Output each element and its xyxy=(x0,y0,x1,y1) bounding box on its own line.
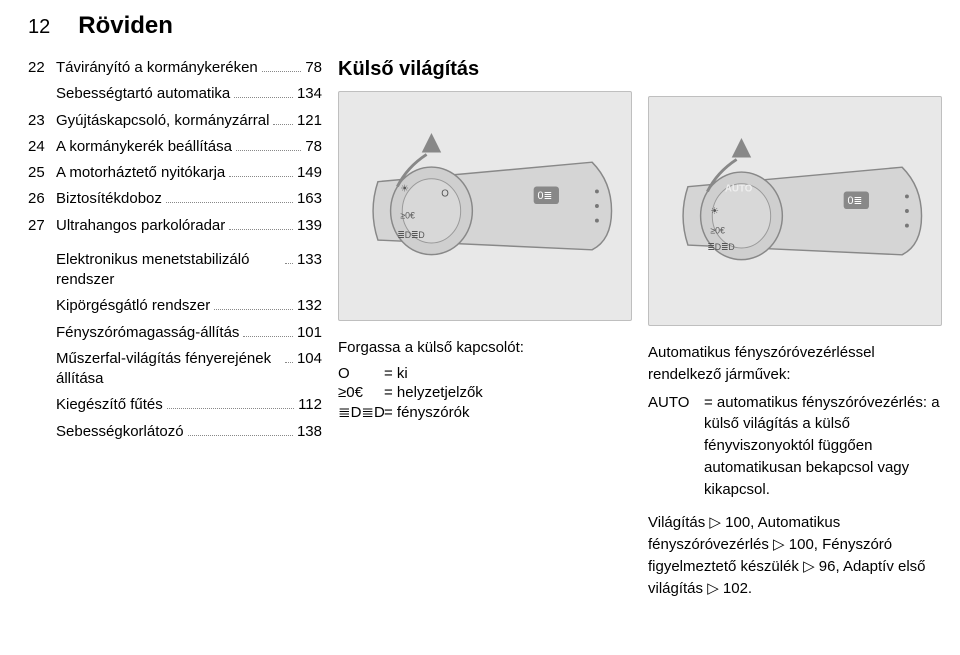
toc-label: Fényszórómagasság-állítás xyxy=(56,323,239,343)
toc-label: A kormánykerék beállítása xyxy=(56,137,232,157)
section-title: Külső világítás xyxy=(338,58,632,81)
toc-label: Sebességkorlátozó xyxy=(56,422,184,442)
toc-page: 133 xyxy=(297,251,322,268)
toc-page: 134 xyxy=(297,85,322,102)
toc-num: 25 xyxy=(28,164,56,181)
page: 12 Röviden 22 Távirányító a kormánykerék… xyxy=(0,0,960,655)
toc-row: Műszerfal-világítás fényerejének állítás… xyxy=(56,349,322,390)
column-1: 22 Távirányító a kormánykeréken 78 Sebes… xyxy=(28,58,322,655)
toc-page: 101 xyxy=(297,324,322,341)
toc-page: 78 xyxy=(305,138,322,155)
toc-label: Műszerfal-világítás fényerejének állítás… xyxy=(56,349,281,390)
symbol-row: ≥0€ = helyzetjelzők xyxy=(338,384,632,401)
toc-row: Sebességtartó automatika 134 xyxy=(56,84,322,104)
svg-text:☀: ☀ xyxy=(710,206,719,217)
toc-row: Fényszórómagasság-állítás 101 xyxy=(56,323,322,343)
symbol-text: = helyzetjelzők xyxy=(384,384,483,401)
toc-num: 24 xyxy=(28,138,56,155)
toc-page: 78 xyxy=(305,59,322,76)
toc-dots xyxy=(229,176,293,177)
page-title: Röviden xyxy=(78,12,173,40)
toc-page: 139 xyxy=(297,217,322,234)
toc-row: 24 A kormánykerék beállítása 78 xyxy=(28,137,322,157)
toc-dots xyxy=(229,229,293,230)
svg-text:≣D≣D: ≣D≣D xyxy=(397,230,424,240)
toc-label: Sebességtartó automatika xyxy=(56,84,230,104)
toc-row: Kiegészítő fűtés 112 xyxy=(56,395,322,415)
toc-label: Kipörgésgátló rendszer xyxy=(56,296,210,316)
column-2: Külső világítás ☀ ≥0€ ≣D≣D O xyxy=(338,58,632,655)
symbol-row: ≣D≣D = fényszórók xyxy=(338,403,632,421)
toc-dots xyxy=(234,97,293,98)
auto-intro: Automatikus fényszóróvezérléssel rendelk… xyxy=(648,342,942,386)
toc-page: 112 xyxy=(298,396,322,413)
auto-definition: AUTO = automatikus fényszóróvezérlés: a … xyxy=(648,392,942,501)
toc-page: 132 xyxy=(297,297,322,314)
toc-page: 104 xyxy=(297,350,322,367)
svg-text:☀: ☀ xyxy=(400,183,409,194)
toc-dots xyxy=(214,309,293,310)
symbol-row: O = ki xyxy=(338,365,632,382)
columns: 22 Távirányító a kormánykeréken 78 Sebes… xyxy=(0,48,960,655)
auto-paragraph: Automatikus fényszóróvezérléssel rendelk… xyxy=(648,342,942,605)
light-switch-svg: ☀ ≥0€ ≣D≣D O 0≣ xyxy=(339,92,631,320)
symbol-off: O xyxy=(338,365,378,382)
toc-page: 163 xyxy=(297,190,322,207)
toc-page: 121 xyxy=(297,112,322,129)
symbol-text: = ki xyxy=(384,365,408,382)
toc-label: A motorháztető nyitókarja xyxy=(56,163,225,183)
toc-row: Sebességkorlátozó 138 xyxy=(56,422,322,442)
toc-num: 23 xyxy=(28,112,56,129)
symbol-headlight: ≣D≣D xyxy=(338,403,378,421)
svg-text:≣D≣D: ≣D≣D xyxy=(707,242,734,252)
symbol-text: = fényszórók xyxy=(384,404,469,421)
toc-dots xyxy=(285,263,293,264)
page-header: 12 Röviden xyxy=(0,0,960,48)
auto-label: AUTO xyxy=(725,184,753,195)
toc-label: Biztosítékdoboz xyxy=(56,189,162,209)
toc-row: Kipörgésgátló rendszer 132 xyxy=(56,296,322,316)
toc-row: 23 Gyújtáskapcsoló, kormányzárral 121 xyxy=(28,111,322,131)
toc-subgroup: Elektronikus menetstabilizáló rendszer 1… xyxy=(56,250,322,448)
toc-label: Elektronikus menetstabilizáló rendszer xyxy=(56,250,281,291)
toc-label: Gyújtáskapcsoló, kormányzárral xyxy=(56,111,269,131)
toc-dots xyxy=(243,336,293,337)
toc-page: 149 xyxy=(297,164,322,181)
column-3: AUTO ☀ ≥0€ ≣D≣D 0≣ Automatikus fényszóró… xyxy=(648,58,942,655)
toc-num: 27 xyxy=(28,217,56,234)
toc-dots xyxy=(285,362,293,363)
toc-row: 26 Biztosítékdoboz 163 xyxy=(28,189,322,209)
toc-label: Távirányító a kormánykeréken xyxy=(56,58,258,78)
toc-row: 25 A motorháztető nyitókarja 149 xyxy=(28,163,322,183)
toc-num: 22 xyxy=(28,59,56,76)
toc-row: Elektronikus menetstabilizáló rendszer 1… xyxy=(56,250,322,291)
auto-switch-svg: AUTO ☀ ≥0€ ≣D≣D 0≣ xyxy=(649,97,941,325)
toc-dots xyxy=(236,150,301,151)
toc-dots xyxy=(262,71,302,72)
toc-dots xyxy=(166,202,293,203)
toc-label: Ultrahangos parkolóradar xyxy=(56,216,225,236)
toc-dots xyxy=(273,124,293,125)
auto-refs: Világítás ▷ 100, Automatikus fényszóróve… xyxy=(648,512,942,599)
svg-text:≥0€: ≥0€ xyxy=(710,225,725,235)
auto-value: = automatikus fényszóróvezérlés: a külső… xyxy=(704,392,942,501)
toc-page: 138 xyxy=(297,423,322,440)
illustration-auto-switch: AUTO ☀ ≥0€ ≣D≣D 0≣ xyxy=(648,96,942,326)
svg-text:O: O xyxy=(441,188,449,199)
auto-key: AUTO xyxy=(648,392,704,501)
intro-text: Forgassa a külső kapcsolót: xyxy=(338,337,632,359)
svg-text:0≣: 0≣ xyxy=(848,195,863,207)
toc-label: Kiegészítő fűtés xyxy=(56,395,163,415)
illustration-light-switch: ☀ ≥0€ ≣D≣D O 0≣ xyxy=(338,91,632,321)
svg-text:0≣: 0≣ xyxy=(538,190,553,202)
symbol-parklight: ≥0€ xyxy=(338,384,378,401)
toc-num: 26 xyxy=(28,190,56,207)
toc-row: 22 Távirányító a kormánykeréken 78 xyxy=(28,58,322,78)
page-number: 12 xyxy=(28,16,50,39)
toc-dots xyxy=(188,435,293,436)
toc-row: 27 Ultrahangos parkolóradar 139 xyxy=(28,216,322,236)
svg-text:≥0€: ≥0€ xyxy=(400,211,415,221)
toc-dots xyxy=(167,408,294,409)
